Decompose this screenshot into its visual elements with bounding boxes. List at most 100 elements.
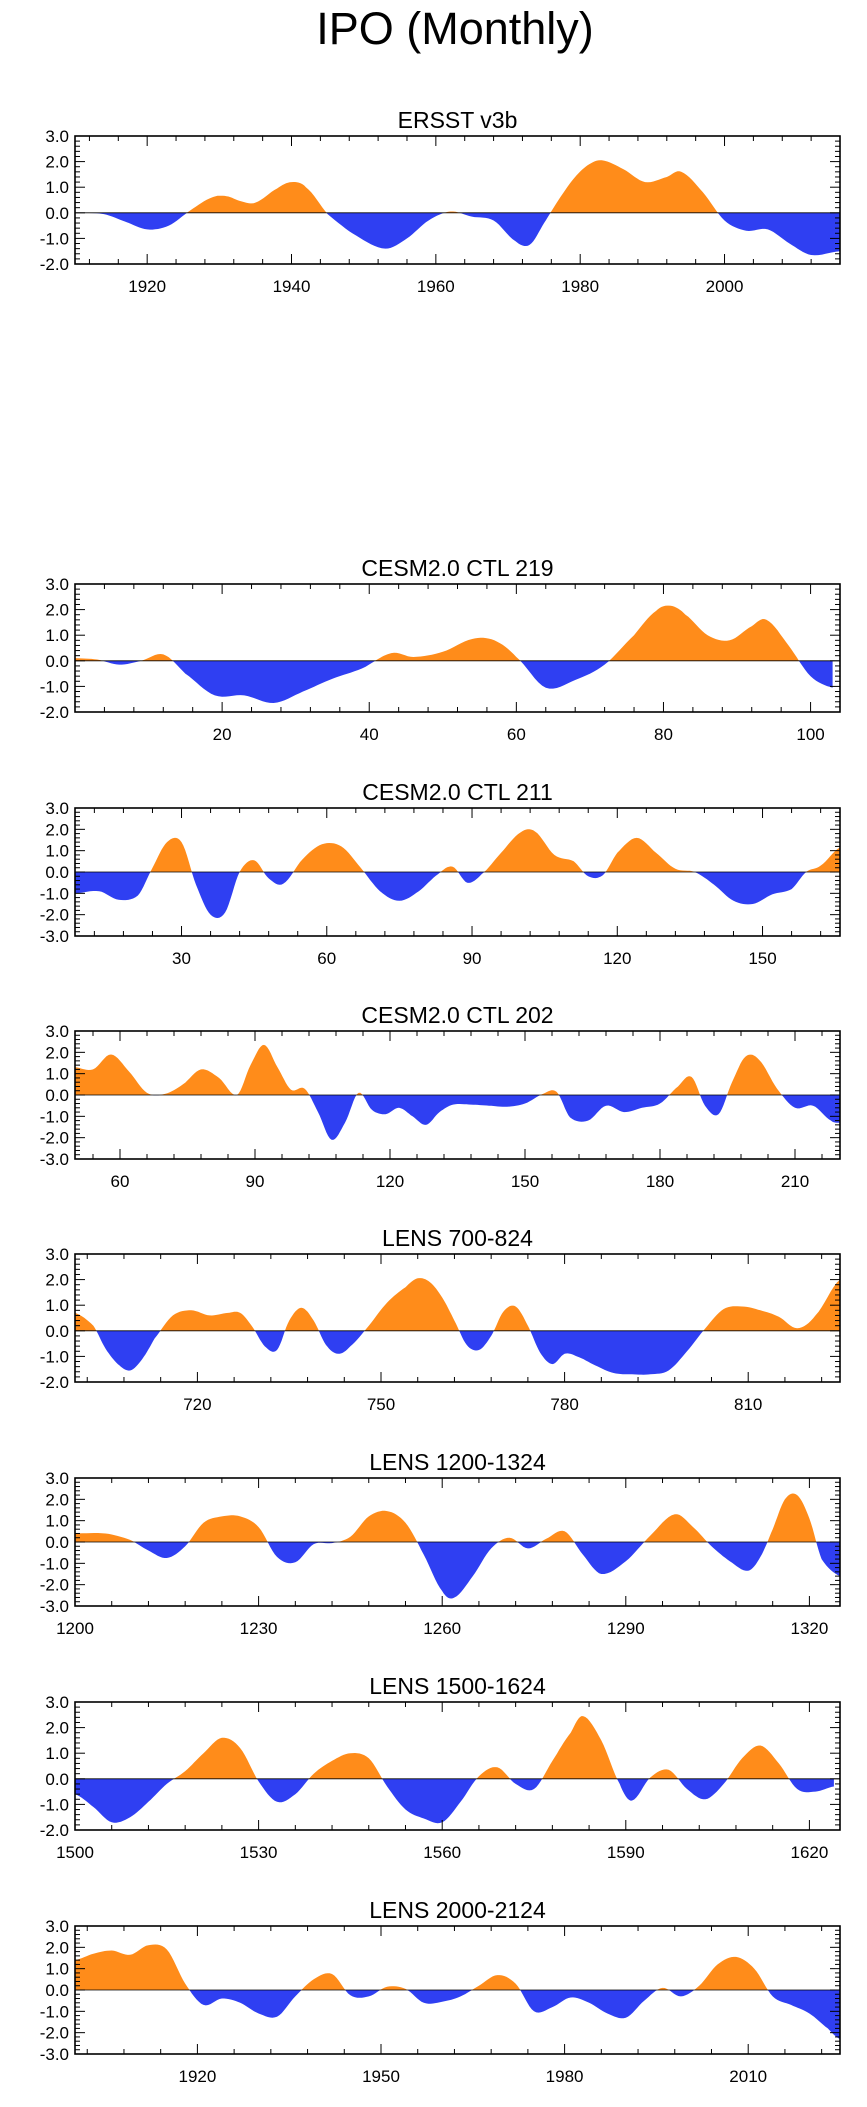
x-tick-label: 1940 (273, 277, 311, 296)
panel-3: CESM2.0 CTL 211 3.0 2.0 1.0 0.0 -1.0 -2.0 -3.0 3… (40, 779, 841, 968)
x-tick-label: 80 (654, 725, 673, 744)
x-tick-label: 1950 (362, 2067, 400, 2086)
x-tick-label: 120 (376, 1172, 404, 1191)
y-tick-label: 1.0 (45, 178, 69, 197)
y-tick-label: 1.0 (45, 1296, 69, 1315)
y-tick-label: 2.0 (45, 1719, 69, 1738)
y-tick-label: -1.0 (40, 1795, 69, 1814)
plot-frame (74, 1253, 841, 1383)
x-tick-label: 1260 (423, 1619, 461, 1638)
x-tick-label: 120 (603, 949, 631, 968)
panel-title: LENS 2000-2124 (369, 1897, 546, 1923)
y-tick-label: 1.0 (45, 1065, 69, 1084)
x-tick-label: 210 (781, 1172, 809, 1191)
y-tick-label: -2.0 (40, 1373, 69, 1392)
y-tick-label: 2.0 (45, 153, 69, 172)
y-tick-label: 2.0 (45, 601, 69, 620)
y-tick-label: 3.0 (45, 1245, 69, 1264)
y-tick-label: 3.0 (45, 127, 69, 146)
negative-area (75, 872, 840, 918)
positive-area (75, 1278, 840, 1331)
negative-area (75, 1778, 834, 1824)
x-tick-label: 1960 (417, 277, 455, 296)
panel-4: CESM2.0 CTL 202 3.0 2.0 1.0 0.0 -1.0 -2.0 -3.0 6… (40, 1002, 841, 1191)
y-tick-label: 0.0 (45, 1981, 69, 2000)
x-tick-label: 1500 (56, 1843, 94, 1862)
panel-1: ERSST v3b 3.0 2.0 1.0 0.0 -1.0 -2.0 1920 1940 196… (40, 107, 841, 296)
y-tick-label: -1.0 (40, 1347, 69, 1366)
y-tick-label: 0.0 (45, 204, 69, 223)
x-tick-label: 720 (183, 1395, 211, 1414)
figure-title: IPO (Monthly) (316, 3, 594, 54)
positive-area (75, 160, 840, 213)
y-tick-label: 2.0 (45, 1271, 69, 1290)
y-tick-label: -1.0 (40, 884, 69, 903)
y-tick-label: 1.0 (45, 1744, 69, 1763)
y-tick-label: -3.0 (40, 2045, 69, 2064)
y-tick-label: -2.0 (40, 1576, 69, 1595)
panel-7: LENS 1500-1624 3.0 2.0 1.0 0.0 -1.0 -2.0 1500 15… (40, 1673, 841, 1862)
y-tick-label: -3.0 (40, 927, 69, 946)
negative-area (75, 660, 833, 703)
y-tick-label: -2.0 (40, 1129, 69, 1148)
y-tick-label: 3.0 (45, 1917, 69, 1936)
y-tick-label: 3.0 (45, 575, 69, 594)
x-tick-label: 60 (111, 1172, 130, 1191)
x-tick-label: 90 (463, 949, 482, 968)
y-tick-label: -2.0 (40, 906, 69, 925)
y-tick-label: 0.0 (45, 863, 69, 882)
panel-2: CESM2.0 CTL 219 3.0 2.0 1.0 0.0 -1.0 -2.0 20 40 6… (40, 555, 841, 744)
x-tick-label: 1920 (128, 277, 166, 296)
y-tick-label: -1.0 (40, 2002, 69, 2021)
x-tick-label: 750 (367, 1395, 395, 1414)
y-tick-label: 2.0 (45, 820, 69, 839)
negative-area (75, 1095, 840, 1140)
positive-area (75, 1044, 840, 1095)
x-tick-label: 180 (646, 1172, 674, 1191)
y-tick-label: -1.0 (40, 1107, 69, 1126)
x-tick-label: 90 (246, 1172, 265, 1191)
x-tick-label: 1590 (607, 1843, 645, 1862)
positive-area (75, 1493, 840, 1542)
plot-frame (74, 135, 841, 265)
x-tick-label: 1980 (561, 277, 599, 296)
x-tick-label: 780 (550, 1395, 578, 1414)
x-tick-label: 1620 (790, 1843, 828, 1862)
positive-area (75, 829, 840, 872)
y-tick-label: 3.0 (45, 799, 69, 818)
y-tick-label: 3.0 (45, 1022, 69, 1041)
y-tick-label: 2.0 (45, 1490, 69, 1509)
x-tick-label: 40 (360, 725, 379, 744)
panel-title: LENS 1500-1624 (369, 1673, 546, 1699)
negative-area (75, 212, 840, 256)
y-tick-label: -2.0 (40, 2024, 69, 2043)
panel-5: LENS 700-824 3.0 2.0 1.0 0.0 -1.0 -2.0 720 750 78… (40, 1225, 841, 1414)
panel-8: LENS 2000-2124 3.0 2.0 1.0 0.0 -1.0 -2.0 -3.0 19… (40, 1897, 841, 2086)
x-tick-label: 1290 (607, 1619, 645, 1638)
y-tick-label: 3.0 (45, 1693, 69, 1712)
x-tick-label: 1920 (178, 2067, 216, 2086)
panel-title: LENS 1200-1324 (369, 1449, 546, 1475)
x-tick-label: 810 (734, 1395, 762, 1414)
y-tick-label: 0.0 (45, 652, 69, 671)
x-tick-label: 2010 (729, 2067, 767, 2086)
y-tick-label: -2.0 (40, 1821, 69, 1840)
y-tick-label: 0.0 (45, 1533, 69, 1552)
y-tick-label: 3.0 (45, 1469, 69, 1488)
y-tick-label: 1.0 (45, 1960, 69, 1979)
positive-area (75, 1716, 834, 1779)
x-tick-label: 20 (213, 725, 232, 744)
y-tick-label: 1.0 (45, 842, 69, 861)
y-tick-label: -2.0 (40, 703, 69, 722)
x-tick-label: 1200 (56, 1619, 94, 1638)
y-tick-label: -3.0 (40, 1597, 69, 1616)
panel-6: LENS 1200-1324 3.0 2.0 1.0 0.0 -1.0 -2.0 -3.0 12… (40, 1449, 841, 1638)
negative-area (75, 1542, 840, 1599)
x-tick-label: 60 (507, 725, 526, 744)
panel-title: CESM2.0 CTL 211 (362, 779, 552, 805)
panels-group: ERSST v3b 3.0 2.0 1.0 0.0 -1.0 -2.0 1920 1940 196… (40, 107, 841, 2086)
y-tick-label: 2.0 (45, 1043, 69, 1062)
x-tick-label: 1980 (546, 2067, 584, 2086)
negative-area (96, 1330, 704, 1375)
